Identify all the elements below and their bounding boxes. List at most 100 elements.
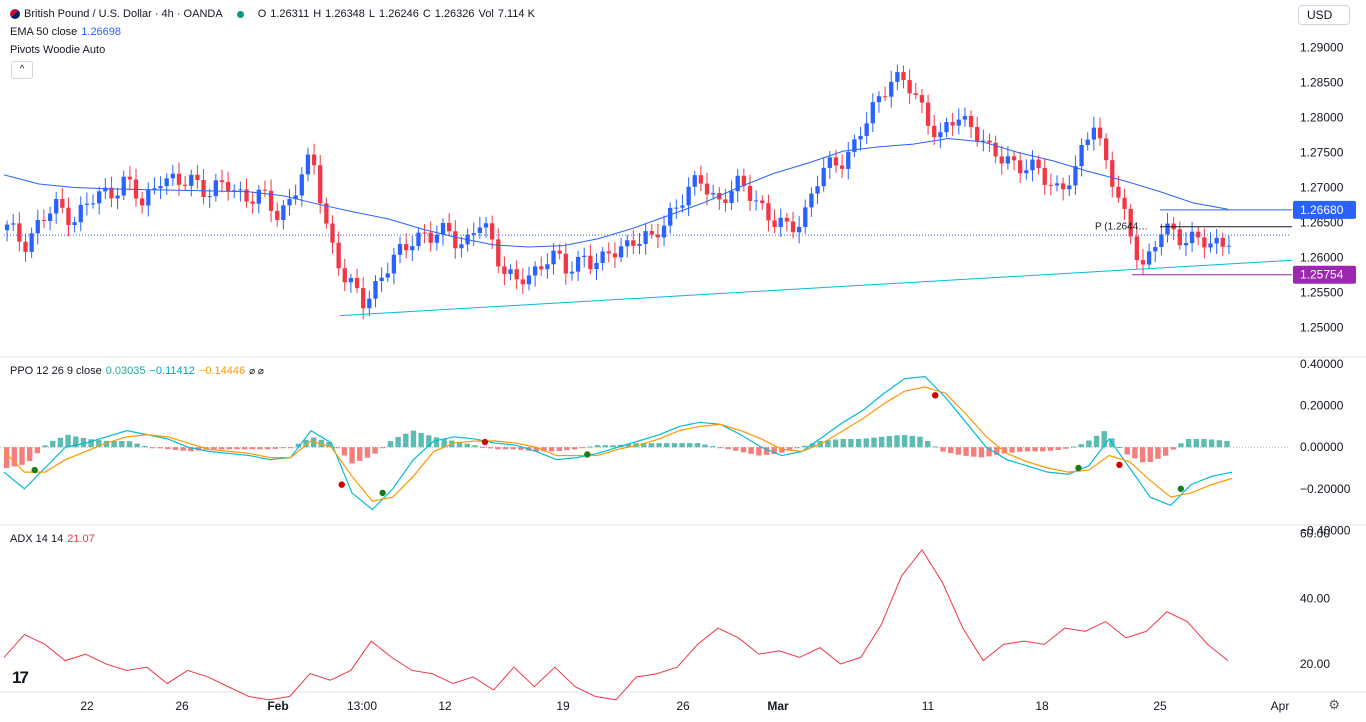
candle-body [575, 256, 581, 272]
candle-body [189, 174, 194, 186]
candle-body [225, 182, 231, 192]
candle-body [471, 233, 476, 235]
candle-body [373, 281, 378, 299]
ohlc-c-value: 1.26326 [434, 8, 475, 20]
candle-body [219, 180, 225, 183]
currency-select[interactable]: USD [1298, 5, 1350, 25]
candle-body [72, 222, 77, 226]
symbol-title[interactable]: British Pound / U.S. Dollar · 4h · OANDA [24, 8, 223, 20]
ppo-histogram-bar [825, 440, 831, 448]
candle-body [1011, 156, 1017, 161]
candle-body [256, 189, 261, 204]
candle-body [821, 167, 826, 187]
ppo-legend[interactable]: PPO 12 26 9 close 0.03035 −0.11412 −0.14… [10, 365, 264, 377]
ppo-histogram-bar [587, 446, 593, 448]
ppo-histogram-bar [994, 447, 1000, 455]
ppo-histogram-bar [1116, 446, 1123, 448]
candle-body [1097, 127, 1103, 139]
ppo-histogram-bar [264, 447, 271, 450]
candle-body [146, 190, 151, 206]
ema-legend[interactable]: EMA 50 close 1.26698 [10, 26, 121, 38]
ppo-axis-label: 0.20000 [1300, 399, 1344, 413]
ppo-cross-marker [481, 438, 489, 446]
ppo-histogram-bar [433, 437, 440, 448]
candle-body [268, 190, 274, 211]
candle-body [121, 176, 126, 196]
candle-body [858, 136, 863, 140]
currency-label: USD [1307, 8, 1333, 22]
candle-body [201, 180, 206, 197]
candle-body [1054, 183, 1060, 186]
ohlc-o-value: 1.26311 [270, 8, 310, 20]
ppo-histogram-bar [901, 435, 908, 448]
ppo-histogram-bar [188, 447, 194, 452]
ppo-histogram-bar [1101, 431, 1107, 448]
ppo-histogram-bar [571, 447, 578, 450]
ppo-cross-marker [379, 489, 386, 497]
candle-body [250, 201, 255, 204]
candle-body [311, 154, 317, 166]
ohlc-l-value: 1.26246 [379, 8, 419, 20]
ppo-histogram-bar [625, 443, 632, 448]
candle-body [11, 223, 16, 225]
adx-line [3, 548, 1229, 701]
ppo-histogram-bar [986, 447, 992, 457]
candle-body [1091, 127, 1096, 140]
candle-body [932, 125, 937, 138]
vol-label: Vol [478, 8, 494, 20]
ppo-histogram-bar [886, 436, 892, 448]
ohlc-h-value: 1.26348 [325, 8, 365, 20]
candle-body [938, 132, 943, 138]
candle-body [993, 142, 998, 157]
ppo-histogram-bar [57, 437, 64, 448]
ppo-axis-label: 0.00000 [1300, 440, 1344, 454]
candle-body [692, 175, 697, 187]
adx-axis-label: 20.00 [1300, 657, 1330, 671]
candle-body [422, 232, 427, 234]
ppo-histogram-bar [779, 447, 785, 453]
time-axis-label: 11 [922, 699, 935, 713]
pivots-legend[interactable]: Pivots Woodie Auto [10, 44, 105, 56]
ppo-histogram-bar [963, 447, 969, 456]
candle-body [803, 207, 808, 227]
ppo-histogram-bar [149, 447, 156, 449]
ppo-histogram-bar [1216, 440, 1223, 448]
candle-body [680, 205, 685, 208]
candle-body [502, 266, 507, 274]
ppo-histogram-bar [318, 439, 325, 448]
ppo-histogram-bar [487, 447, 493, 449]
candle-body [428, 232, 433, 243]
candle-body [489, 223, 495, 240]
candle-body [962, 115, 968, 120]
candle-body [1122, 197, 1127, 209]
ppo-histogram-bar [641, 443, 647, 448]
candle-body [1177, 229, 1182, 246]
price-axis-label: 1.29000 [1300, 41, 1344, 55]
collapse-legend-button[interactable]: ^ [11, 61, 33, 79]
candle-body [735, 175, 740, 192]
candle-body [569, 271, 575, 274]
adx-legend[interactable]: ADX 14 14 21.07 [10, 533, 95, 545]
candle-body [330, 223, 335, 243]
ohlc-o-label: O [257, 8, 267, 20]
candle-body [784, 217, 789, 222]
ppo-cross-marker [1075, 464, 1082, 472]
candle-body [551, 250, 556, 265]
candle-body [1196, 231, 1201, 238]
ppo-visibility-icon[interactable]: ⌀ ⌀ [249, 365, 264, 377]
candle-body [84, 203, 90, 205]
candle-body [1202, 237, 1207, 248]
settings-gear-icon[interactable]: ⚙ [1328, 697, 1340, 712]
time-axis-label: 19 [556, 699, 570, 713]
ppo-histogram-bar [4, 447, 10, 468]
candle-body [729, 191, 734, 203]
candle-body [1103, 138, 1109, 161]
candle-body [1061, 183, 1066, 190]
candle-body [97, 191, 102, 204]
ppo-histogram-bar [73, 436, 79, 448]
candle-body [367, 298, 372, 309]
ppo-histogram-bar [334, 447, 340, 449]
ppo-histogram-bar [948, 447, 954, 454]
candle-body [790, 221, 796, 233]
